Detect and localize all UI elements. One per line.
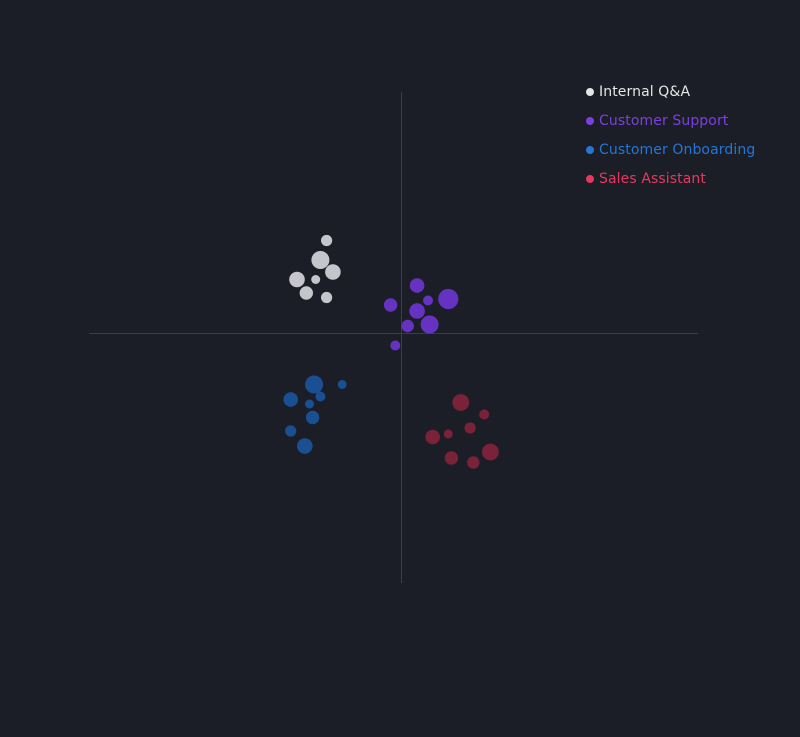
legend-marker [586,145,594,154]
data-point[interactable] [383,298,398,312]
legend-item-sales-assistant[interactable]: Sales Assistant [586,164,755,193]
data-point[interactable] [305,375,324,394]
legend-marker [586,87,594,96]
data-point[interactable] [297,438,313,454]
data-point[interactable] [325,264,341,280]
legend-item-customer-onboarding[interactable]: Customer Onboarding [586,135,755,164]
data-point[interactable] [321,291,333,304]
data-point[interactable] [409,303,425,319]
data-point[interactable] [479,409,490,420]
series-internal-q-a [289,234,341,304]
legend-label: Customer Onboarding [599,141,756,158]
data-point[interactable] [285,425,297,437]
series-sales-assistant [425,394,499,469]
data-points [283,234,499,469]
data-point[interactable] [283,392,299,407]
data-point[interactable] [305,399,314,409]
legend: Internal Q&A Customer Support Customer O… [586,77,755,193]
data-point[interactable] [464,422,476,434]
data-point[interactable] [390,340,401,351]
data-point[interactable] [299,286,313,300]
data-point[interactable] [443,429,453,439]
data-point[interactable] [311,275,321,284]
data-point[interactable] [305,410,320,425]
data-point[interactable] [401,319,414,333]
data-point[interactable] [482,443,499,461]
data-point[interactable] [321,234,333,247]
legend-label: Customer Support [599,112,729,129]
data-point[interactable] [444,451,459,465]
data-point[interactable] [289,271,305,288]
series-customer-onboarding [283,375,347,454]
legend-marker [586,116,594,125]
legend-marker [586,174,594,183]
data-point[interactable] [311,251,330,269]
data-point[interactable] [409,278,425,293]
series-customer-support [383,278,459,351]
data-point[interactable] [315,391,326,402]
data-point[interactable] [452,394,470,411]
data-point[interactable] [420,315,439,334]
legend-item-customer-support[interactable]: Customer Support [586,106,755,135]
data-point[interactable] [425,429,441,445]
legend-label: Internal Q&A [599,83,691,100]
data-point[interactable] [438,288,459,310]
data-point[interactable] [423,295,433,306]
data-point[interactable] [337,380,347,389]
legend-label: Sales Assistant [599,170,706,187]
data-point[interactable] [467,456,480,469]
legend-item-internal-qa[interactable]: Internal Q&A [586,77,755,106]
